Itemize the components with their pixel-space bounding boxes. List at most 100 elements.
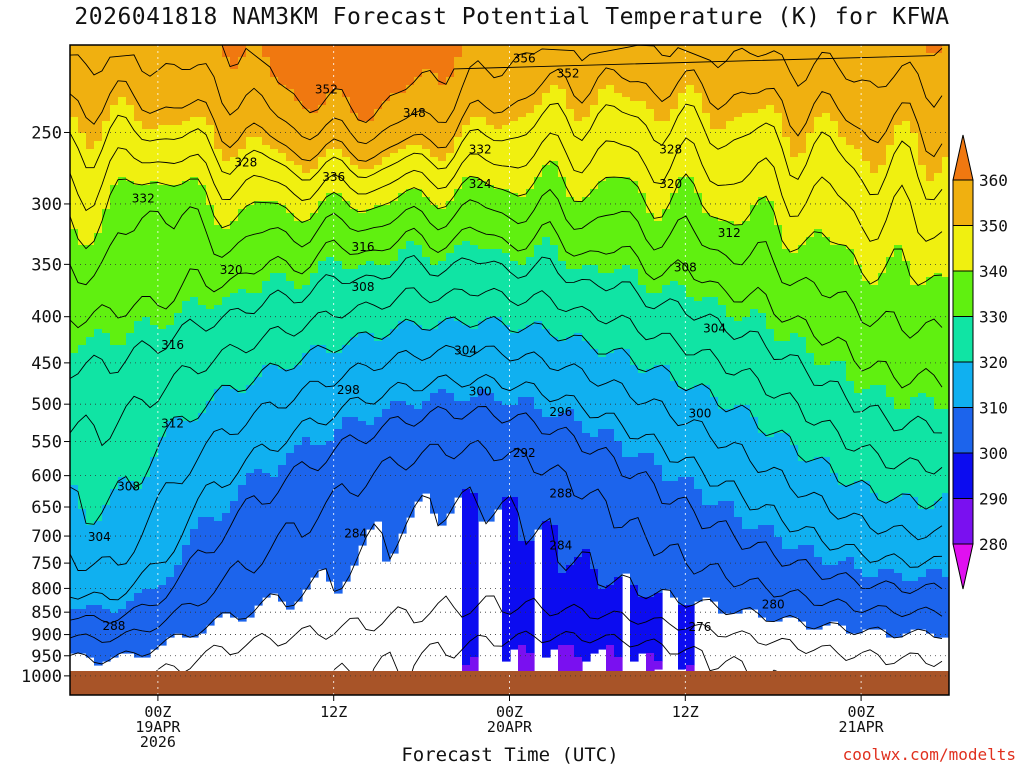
- theta-fill-cell: [702, 385, 711, 506]
- theta-fill-cell: [222, 161, 231, 230]
- theta-fill-cell: [510, 193, 519, 262]
- theta-fill-cell: [798, 545, 807, 622]
- theta-fill-cell: [102, 333, 111, 506]
- theta-fill-cell: [726, 121, 735, 222]
- theta-fill-cell: [278, 45, 287, 86]
- theta-fill-cell: [702, 297, 711, 386]
- isentrope-line-320: [70, 316, 943, 525]
- theta-fill-cell: [902, 493, 911, 582]
- theta-fill-cell: [806, 133, 815, 238]
- contour-label: 276: [688, 620, 711, 634]
- theta-fill-cell: [750, 529, 759, 610]
- theta-fill-cell: [630, 101, 639, 182]
- theta-fill-cell: [910, 45, 919, 134]
- theta-fill-cell: [926, 509, 935, 570]
- theta-fill-cell: [342, 45, 351, 98]
- isentrope-line-360: [221, 45, 943, 124]
- theta-fill-cell: [582, 433, 591, 550]
- colorbar-tick-label: 320: [979, 353, 1008, 372]
- colorbar-segment: [952, 316, 974, 363]
- x-tick-label: 00Z: [144, 703, 171, 721]
- theta-fill-cell: [526, 397, 535, 542]
- isentrope-line-328: [70, 254, 943, 434]
- theta-fill-cell: [102, 45, 111, 122]
- y-tick-label: 450: [31, 354, 62, 374]
- theta-fill-cell: [870, 173, 879, 286]
- x-tick-label: 00Z: [848, 703, 875, 721]
- theta-fill-cell: [846, 557, 855, 634]
- theta-fill-cell: [598, 589, 607, 650]
- theta-fill-cell: [294, 45, 303, 102]
- theta-fill-cell: [430, 157, 439, 206]
- theta-fill-cell: [854, 265, 863, 394]
- contour-label: 312: [718, 226, 741, 240]
- theta-fill-cell: [166, 577, 175, 638]
- theta-fill-cell: [142, 185, 151, 318]
- theta-fill-cell: [238, 57, 247, 150]
- theta-fill-cell: [550, 45, 559, 86]
- theta-fill-cell: [318, 445, 327, 570]
- theta-fill-cell: [182, 181, 191, 302]
- theta-fill-cell: [926, 569, 935, 634]
- theta-fill-cell: [374, 109, 383, 166]
- y-tick-label: 950: [31, 647, 62, 667]
- theta-fill-cell: [414, 189, 423, 246]
- theta-fill-cell: [254, 137, 263, 202]
- theta-fill-cell: [414, 45, 423, 78]
- theta-fill-cell: [910, 133, 919, 286]
- theta-fill-cell: [430, 329, 439, 394]
- theta-fill-cell: [894, 45, 903, 126]
- theta-fill-cell: [542, 329, 551, 418]
- theta-fill-cell: [598, 45, 607, 90]
- contour-label: 308: [117, 480, 140, 494]
- theta-fill-cell: [630, 457, 639, 586]
- contour-label: 308: [674, 261, 697, 275]
- theta-fill-cell: [558, 261, 567, 342]
- theta-fill-cell: [670, 481, 679, 598]
- theta-fill-cell: [686, 177, 695, 298]
- theta-fill-cell: [350, 45, 359, 114]
- theta-fill-cell: [270, 273, 279, 366]
- theta-fill-cell: [238, 393, 247, 486]
- theta-fill-cell: [542, 417, 551, 522]
- theta-fill-cell: [326, 353, 335, 442]
- theta-fill-cell: [862, 389, 871, 482]
- theta-fill-cell: [774, 113, 783, 226]
- theta-fill-cell: [558, 573, 567, 646]
- theta-fill-cell: [798, 461, 807, 546]
- theta-fill-cell: [326, 257, 335, 354]
- theta-fill-cell: [382, 101, 391, 158]
- contour-label: 304: [88, 530, 111, 544]
- theta-fill-cell: [662, 121, 671, 210]
- y-tick-label: 900: [31, 626, 62, 646]
- theta-fill-cell: [198, 517, 207, 634]
- theta-fill-cell: [878, 569, 887, 630]
- theta-fill-cell: [182, 45, 191, 122]
- theta-fill-cell: [350, 417, 359, 566]
- theta-fill-cell: [262, 145, 271, 202]
- theta-fill-cell: [918, 45, 927, 166]
- theta-fill-cell: [78, 45, 87, 134]
- theta-fill-cell: [134, 121, 143, 186]
- credit-link[interactable]: coolwx.com/modelts: [842, 745, 1016, 764]
- theta-fill-cell: [670, 45, 679, 110]
- theta-fill-cell: [590, 105, 599, 190]
- theta-fill-cell: [326, 193, 335, 258]
- theta-fill-cell: [142, 477, 151, 590]
- theta-fill-cell: [838, 361, 847, 486]
- theta-fill-cell: [926, 397, 935, 510]
- theta-fill-cell: [358, 169, 367, 214]
- theta-fill-cell: [70, 609, 79, 654]
- theta-fill-cell: [326, 441, 335, 582]
- theta-fill-cell: [782, 137, 791, 250]
- isentrope-line-316: [70, 344, 943, 571]
- theta-fill-cell: [382, 409, 391, 562]
- theta-fill-cell: [558, 645, 567, 694]
- theta-fill-cell: [214, 45, 223, 150]
- theta-fill-cell: [262, 45, 271, 58]
- theta-fill-cell: [422, 197, 431, 258]
- theta-fill-cell: [686, 389, 695, 478]
- theta-fill-cell: [622, 177, 631, 266]
- isentrope-line-332: [70, 221, 943, 389]
- colorbar-segment: [952, 270, 974, 317]
